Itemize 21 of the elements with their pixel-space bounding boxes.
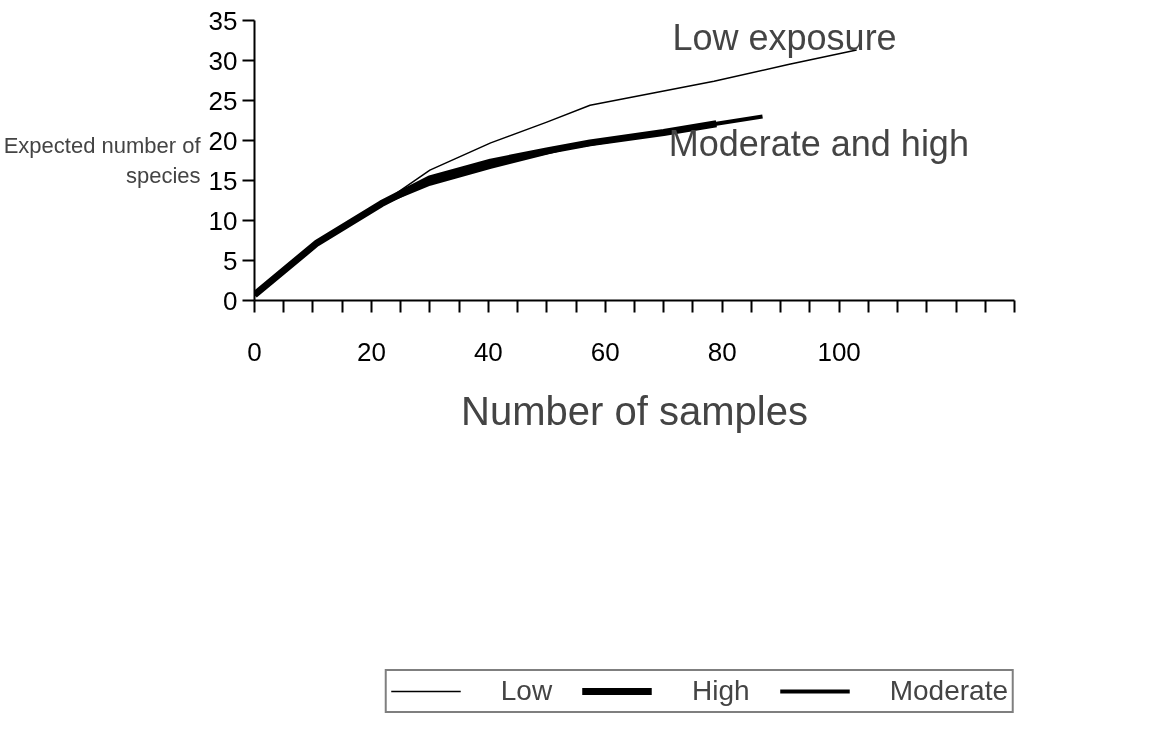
x-axis-title: Number of samples (461, 388, 808, 433)
legend-label: High (692, 675, 750, 707)
x-tick-label: 40 (473, 336, 503, 367)
y-tick-label: 0 (223, 285, 238, 316)
legend-label: Moderate (889, 675, 1008, 707)
y-tick-label: 20 (208, 125, 238, 156)
y-axis-title: Expected number of species (3, 133, 202, 188)
y-tick-label: 30 (208, 45, 238, 76)
legend-label: Low (500, 675, 553, 707)
x-tick-label: 100 (817, 336, 861, 367)
y-tick-label: 10 (208, 205, 238, 236)
x-tick-label: 80 (707, 336, 737, 367)
y-tick-label: 5 (223, 245, 238, 276)
y-tick-label: 25 (208, 85, 238, 116)
y-tick-label: 15 (208, 165, 238, 196)
annotation: Low exposure (672, 16, 897, 58)
annotation: Moderate and high (668, 123, 969, 165)
x-tick-label: 20 (356, 336, 386, 367)
y-tick-label: 35 (208, 5, 238, 36)
x-tick-label: 60 (590, 336, 620, 367)
x-tick-label: 0 (247, 336, 262, 367)
